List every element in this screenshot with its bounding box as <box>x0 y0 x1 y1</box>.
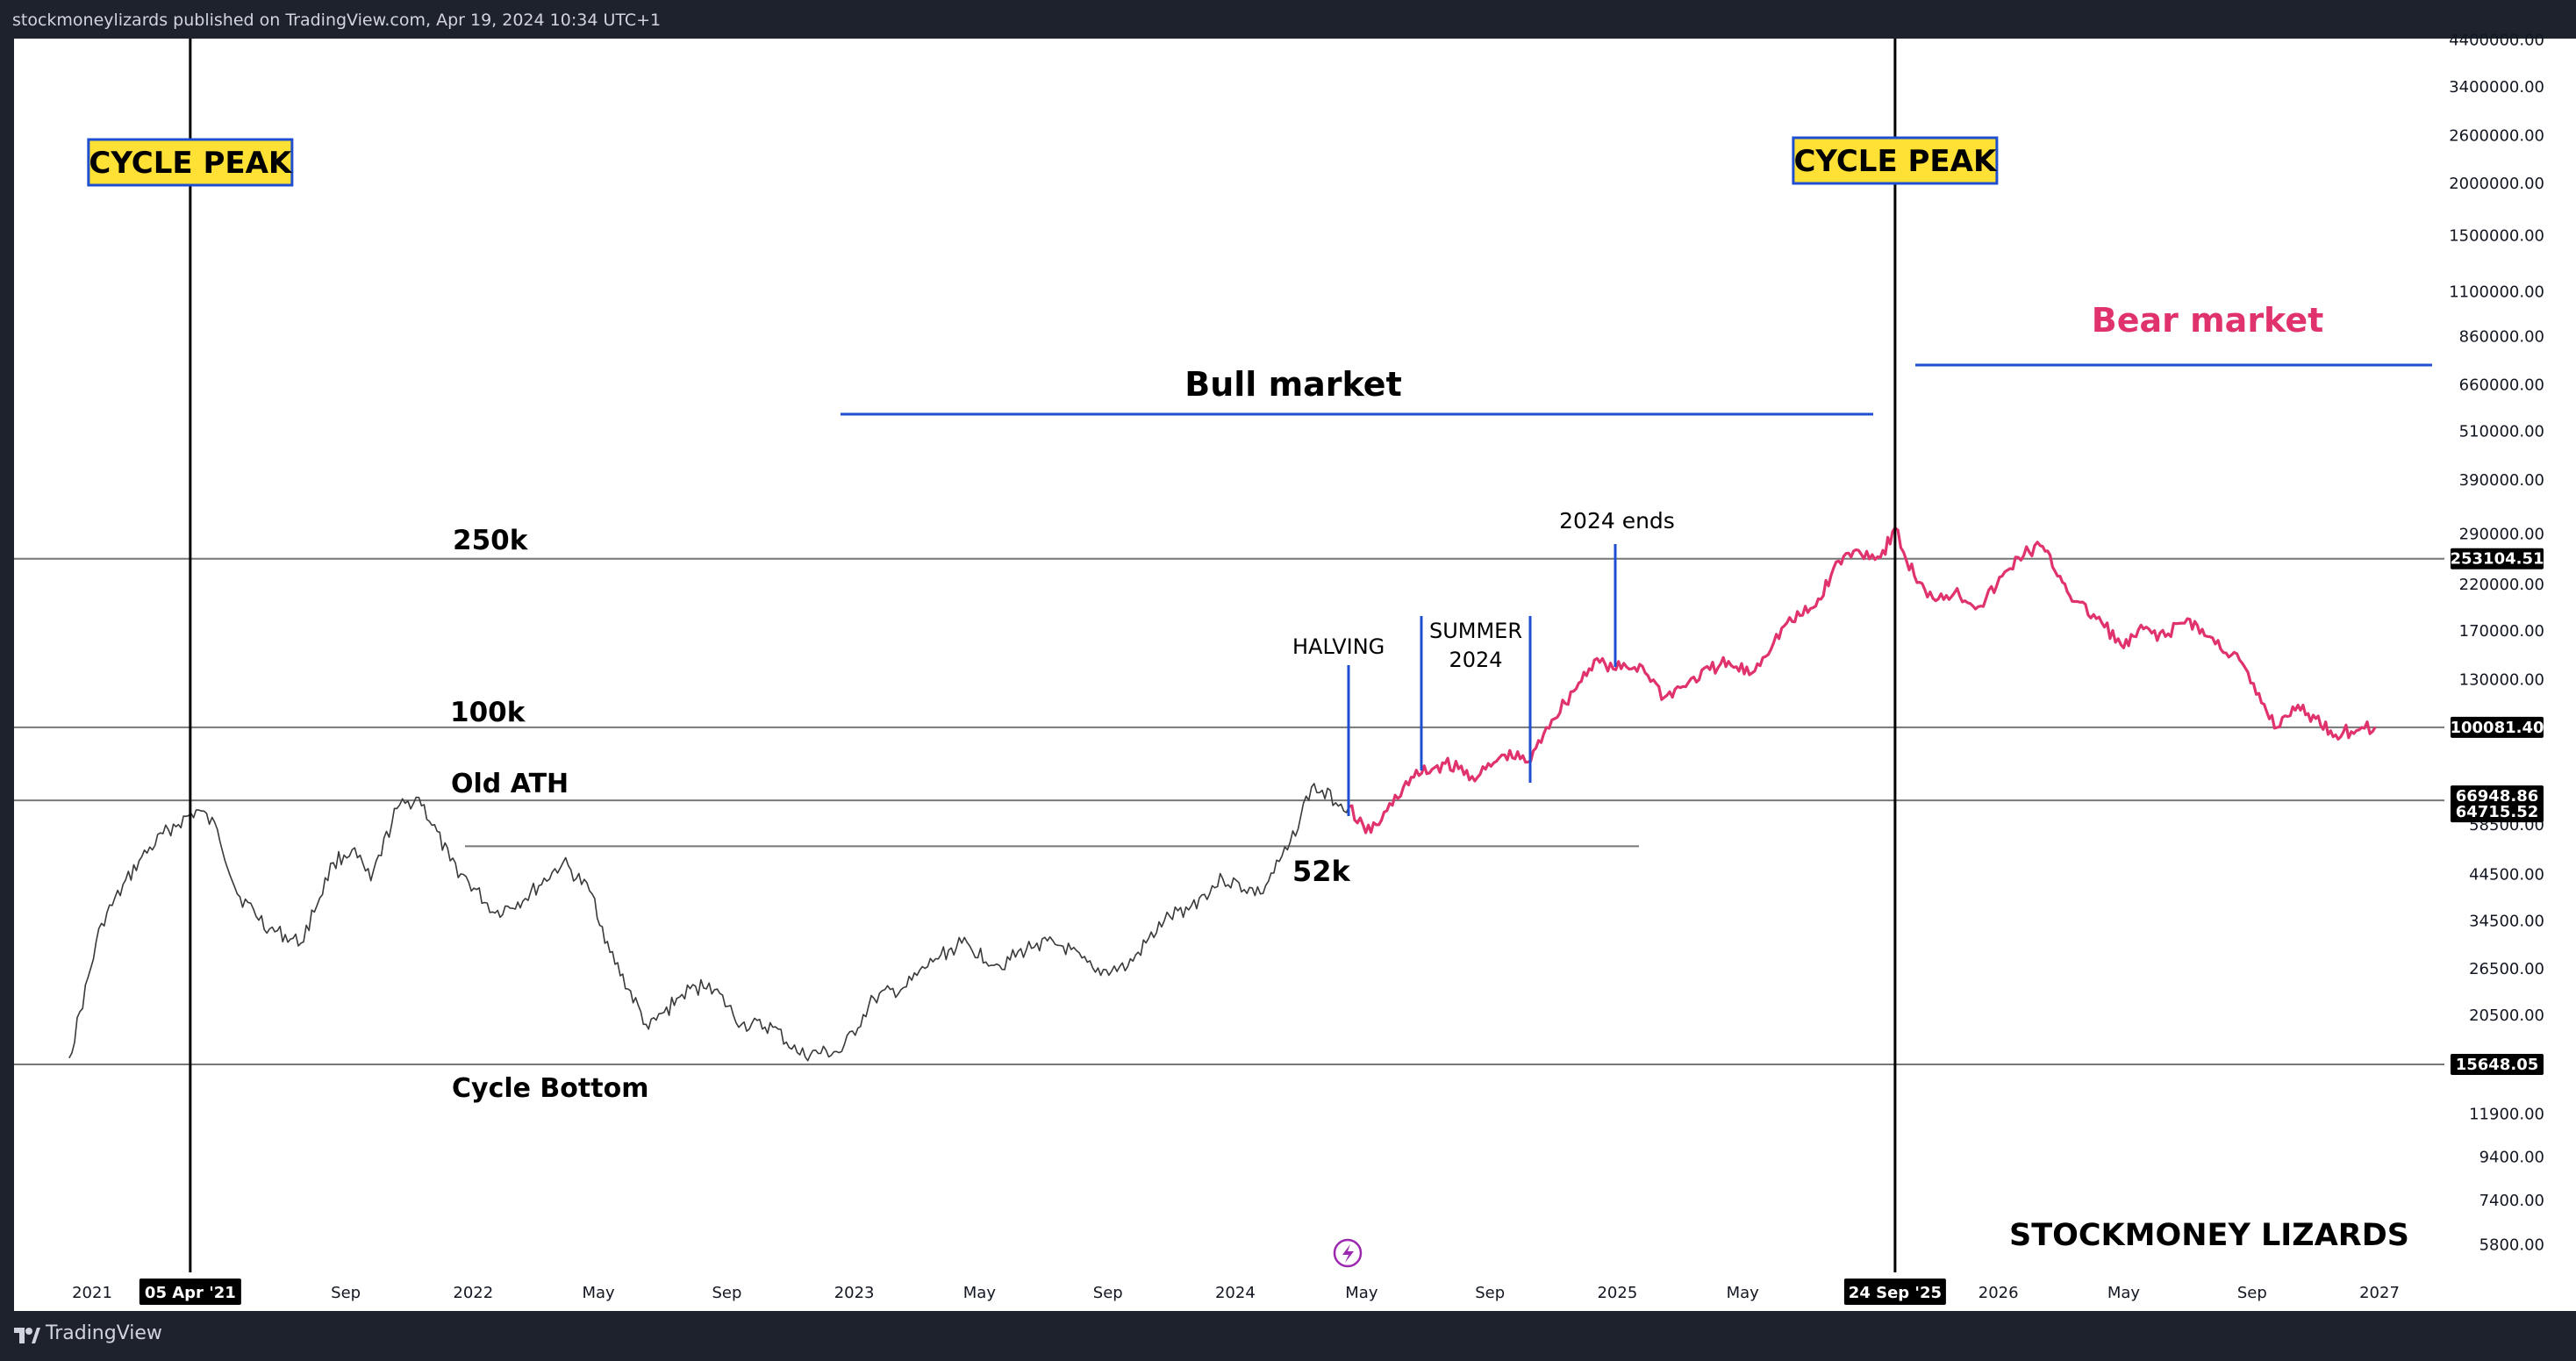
plot-area[interactable] <box>14 39 2444 1311</box>
price-tick-label: 5800.00 <box>2479 1236 2544 1254</box>
price-tag-label: 15648.05 <box>2456 1056 2539 1074</box>
summer-label-line2: 2024 <box>1449 648 1502 672</box>
price-tick-label: 220000.00 <box>2459 576 2544 594</box>
time-tag-label: 24 Sep '25 <box>1849 1284 1942 1302</box>
tradingview-logo-icon[interactable] <box>14 1326 40 1345</box>
price-tick-label: 1100000.00 <box>2449 283 2544 302</box>
level-label-250k: 250k <box>453 525 529 556</box>
cycle-peak-badge-2025-text: CYCLE PEAK <box>1793 144 1997 179</box>
halving-label: HALVING <box>1292 634 1385 659</box>
bear-market-label: Bear market <box>2092 301 2324 340</box>
price-tick-label: 2000000.00 <box>2449 175 2544 193</box>
price-tick-label: 290000.00 <box>2459 526 2544 544</box>
price-axis-panel <box>2444 39 2576 1311</box>
bull-market-label: Bull market <box>1184 365 1401 404</box>
price-tick-label: 170000.00 <box>2459 622 2544 641</box>
price-tick-label: 2600000.00 <box>2449 126 2544 145</box>
price-tag-label: 66948.86 <box>2456 787 2539 806</box>
price-tick-label: 7400.00 <box>2479 1192 2544 1210</box>
series-line-forecast <box>1349 526 2377 835</box>
price-tick-label: 4400000.00 <box>2449 32 2544 50</box>
time-axis-panel <box>14 1272 2444 1311</box>
cycle-peak-badge-2021 <box>87 138 294 187</box>
plot-content <box>14 39 2444 1311</box>
price-tick-label: 11900.00 <box>2469 1106 2544 1124</box>
year-end-2024-label: 2024 ends <box>1559 508 1675 534</box>
price-tick-label: 510000.00 <box>2459 423 2544 441</box>
time-tick-label: 2021 <box>72 1284 112 1302</box>
publish-info-text: stockmoneylizards published on TradingVi… <box>12 11 662 30</box>
price-tick-label: 20500.00 <box>2469 1006 2544 1025</box>
time-tag-badge <box>139 1279 241 1305</box>
axis-layer: 4400000.00 3400000.00 2600000.00 2000000.00… <box>14 32 2576 1311</box>
summer-label-line1: SUMMER <box>1429 619 1522 643</box>
publish-header: stockmoneylizards published on TradingVi… <box>0 0 2576 39</box>
price-tag-label: 253104.51 <box>2450 550 2544 569</box>
time-tick-label: May <box>1727 1284 1760 1302</box>
time-tick-label: Sep <box>1093 1284 1123 1302</box>
price-tag-label: 100081.40 <box>2450 719 2544 737</box>
time-tick-label: Sep <box>712 1284 741 1302</box>
time-tick-label: May <box>963 1284 997 1302</box>
time-tick-label: 2024 <box>1215 1284 1256 1302</box>
watermark-text: STOCKMONEY LIZARDS <box>2009 1218 2409 1253</box>
price-tick-label: 390000.00 <box>2459 471 2544 490</box>
time-tick-label: 2022 <box>453 1284 493 1302</box>
price-tag-badge <box>2451 1053 2544 1075</box>
time-tag-label: 05 Apr '21 <box>145 1284 236 1302</box>
time-tick-label: 2027 <box>2359 1284 2400 1302</box>
time-tick-label: May <box>582 1284 615 1302</box>
price-tag-badge <box>2451 548 2544 569</box>
old-ath-label: Old ATH <box>451 769 569 799</box>
time-tick-label: Sep <box>331 1284 361 1302</box>
cycle-peak-badge-2025 <box>1792 136 1999 185</box>
price-tag-badge <box>2451 801 2544 823</box>
time-tick-label: 2023 <box>834 1284 875 1302</box>
series-line-history <box>68 783 1350 1062</box>
price-tag-label: 64715.52 <box>2456 803 2539 821</box>
price-tick-label: 34500.00 <box>2469 912 2544 930</box>
price-tick-label: 130000.00 <box>2459 671 2544 690</box>
price-tick-label: 9400.00 <box>2479 1149 2544 1167</box>
time-tick-label: May <box>2107 1284 2141 1302</box>
price-tick-label: 860000.00 <box>2459 328 2544 347</box>
price-tick-label: 3400000.00 <box>2449 78 2544 97</box>
footer-bar: TradingView <box>0 1311 2576 1361</box>
time-tick-label: 2026 <box>1979 1284 2019 1302</box>
cycle-peak-badge-2021-text: CYCLE PEAK <box>89 146 292 181</box>
price-tag-badge <box>2451 716 2544 738</box>
level-label-52k: 52k <box>1292 855 1351 888</box>
time-tick-label: Sep <box>1475 1284 1505 1302</box>
lightning-icon <box>1342 1244 1354 1263</box>
time-tick-label: 2025 <box>1597 1284 1637 1302</box>
cycle-bottom-label: Cycle Bottom <box>452 1073 648 1104</box>
price-tick-label: 1500000.00 <box>2449 226 2544 245</box>
level-label-100k: 100k <box>450 697 526 728</box>
time-tick-label: May <box>1345 1284 1378 1302</box>
footer-brand-text: TradingView <box>46 1322 162 1344</box>
price-tick-label: 44500.00 <box>2469 866 2544 885</box>
annotation-layer: HALVING SUMMER 2024 2024 ends 52k 250k 100k Old… <box>87 136 2432 1268</box>
price-tick-label: 660000.00 <box>2459 376 2544 394</box>
time-tick-label: Sep <box>2237 1284 2267 1302</box>
time-tag-badge <box>1843 1279 1946 1305</box>
price-tick-label: 26500.00 <box>2469 960 2544 978</box>
price-tag-badge <box>2451 785 2544 807</box>
